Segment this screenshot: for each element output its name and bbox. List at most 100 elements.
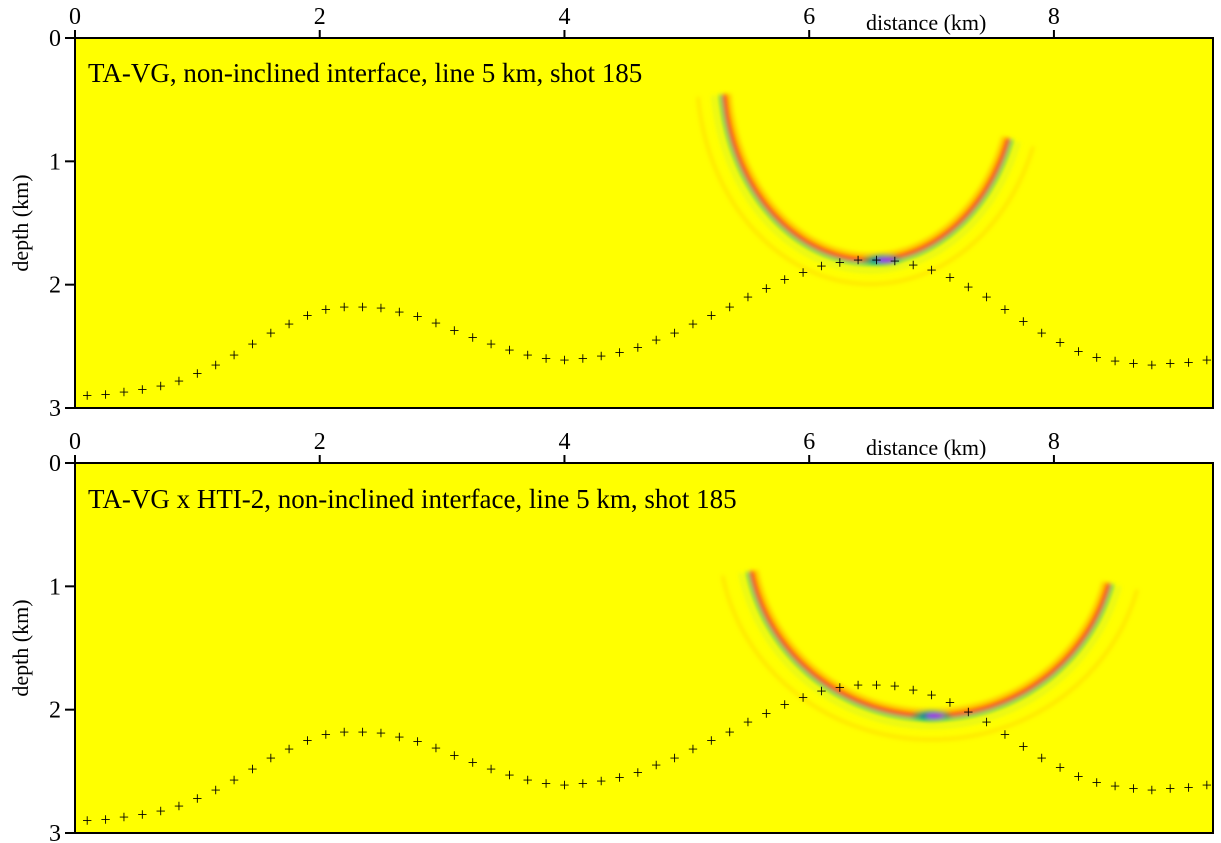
interface-markers: + + + + + + + + + + + + + + + + + + + + + + + + + + + + + + + + + + + + + + + +… <box>82 250 1212 406</box>
interface-point: + <box>376 723 386 743</box>
plot-frame <box>74 37 1214 409</box>
interface-point: + <box>1147 780 1157 800</box>
wavefront-layer <box>696 93 1035 286</box>
interface-point: + <box>963 702 973 722</box>
interface-point: + <box>871 675 881 695</box>
interface-point: + <box>119 382 129 402</box>
interface-point: + <box>449 320 459 340</box>
y-tick-label: 0 <box>49 451 61 477</box>
interface-point: + <box>394 302 404 322</box>
interface-point: + <box>670 323 680 343</box>
y-axis: 0 1 2 3 <box>49 26 75 422</box>
x-tick-label: 6 <box>803 4 815 30</box>
y-tick-label: 1 <box>49 574 61 600</box>
interface-point: + <box>890 251 900 271</box>
interface-point: + <box>963 277 973 297</box>
interface-point: + <box>1202 775 1212 795</box>
x-axis-title: distance (km) <box>866 10 986 35</box>
interface-point: + <box>192 788 202 808</box>
interface-point: + <box>982 712 992 732</box>
interface-point: + <box>835 252 845 272</box>
interface-point: + <box>706 731 716 751</box>
interface-point: + <box>633 763 643 783</box>
interface-point: + <box>82 386 92 406</box>
wavefront-arc-faint <box>721 575 1139 741</box>
interface-point: + <box>1018 737 1028 757</box>
interface-point: + <box>101 384 111 404</box>
x-tick-label: 6 <box>803 429 815 455</box>
wavefront-arc <box>711 95 1021 273</box>
interface-point: + <box>651 330 661 350</box>
interface-point: + <box>1092 347 1102 367</box>
wavefront-arc <box>722 93 1011 263</box>
interface-point: + <box>137 805 147 825</box>
interface-point: + <box>247 334 257 354</box>
interface-point: + <box>1092 772 1102 792</box>
interface-point: + <box>926 260 936 280</box>
x-tick-label: 4 <box>558 429 570 455</box>
interface-point: + <box>1037 323 1047 343</box>
interface-point: + <box>596 346 606 366</box>
interface-point: + <box>357 722 367 742</box>
interface-point: + <box>284 739 294 759</box>
interface-point: + <box>1165 779 1175 799</box>
wavefront-arc <box>739 572 1121 729</box>
interface-point: + <box>357 297 367 317</box>
interface-point: + <box>1202 350 1212 370</box>
y-tick-label: 0 <box>49 26 61 52</box>
interface-point: + <box>1128 779 1138 799</box>
interface-point: + <box>321 299 331 319</box>
interface-point: + <box>174 371 184 391</box>
interface-point: + <box>853 250 863 270</box>
interface-point: + <box>247 759 257 779</box>
interface-point: + <box>321 724 331 744</box>
interface-point: + <box>156 376 166 396</box>
interface-point: + <box>945 267 955 287</box>
interface-point: + <box>725 722 735 742</box>
x-tick-label: 8 <box>1048 4 1060 30</box>
interface-point: + <box>633 338 643 358</box>
interface-point: + <box>1073 341 1083 361</box>
interface-point: + <box>1055 333 1065 353</box>
interface-point: + <box>780 270 790 290</box>
interface-point: + <box>614 343 624 363</box>
interface-point: + <box>816 256 826 276</box>
interface-point: + <box>302 306 312 326</box>
interface-point: + <box>376 298 386 318</box>
interface-point: + <box>559 350 569 370</box>
interface-point: + <box>229 345 239 365</box>
interface-point: + <box>229 770 239 790</box>
interface-point: + <box>468 328 478 348</box>
interface-point: + <box>486 334 496 354</box>
x-tick-label: 8 <box>1048 429 1060 455</box>
interface-point: + <box>706 306 716 326</box>
interface-point: + <box>743 712 753 732</box>
interface-point: + <box>1055 758 1065 778</box>
interface-point: + <box>982 287 992 307</box>
interface-point: + <box>156 801 166 821</box>
interface-point: + <box>504 340 514 360</box>
y-tick-label: 3 <box>49 821 61 843</box>
panel-title: TA-VG x HTI-2, non-inclined interface, l… <box>88 484 737 514</box>
interface-point: + <box>413 732 423 752</box>
interface-point: + <box>1000 299 1010 319</box>
interface-point: + <box>394 727 404 747</box>
interface-point: + <box>780 695 790 715</box>
panel-top: + + + + + + + + + + + + + + + + + + + + + + + + + + + + + + + + + + + + + + + +… <box>8 4 1214 422</box>
interface-point: + <box>761 278 771 298</box>
interface-point: + <box>908 255 918 275</box>
x-tick-label: 2 <box>314 4 326 30</box>
plot-frame <box>74 462 1214 834</box>
interface-point: + <box>559 775 569 795</box>
interface-point: + <box>651 755 661 775</box>
y-tick-label: 1 <box>49 149 61 175</box>
interface-point: + <box>853 675 863 695</box>
interface-point: + <box>743 287 753 307</box>
interface-point: + <box>1183 352 1193 372</box>
x-tick-label: 2 <box>314 429 326 455</box>
wavefront-layer <box>721 569 1139 741</box>
interface-point: + <box>504 765 514 785</box>
interface-point: + <box>798 262 808 282</box>
interface-point: + <box>174 796 184 816</box>
